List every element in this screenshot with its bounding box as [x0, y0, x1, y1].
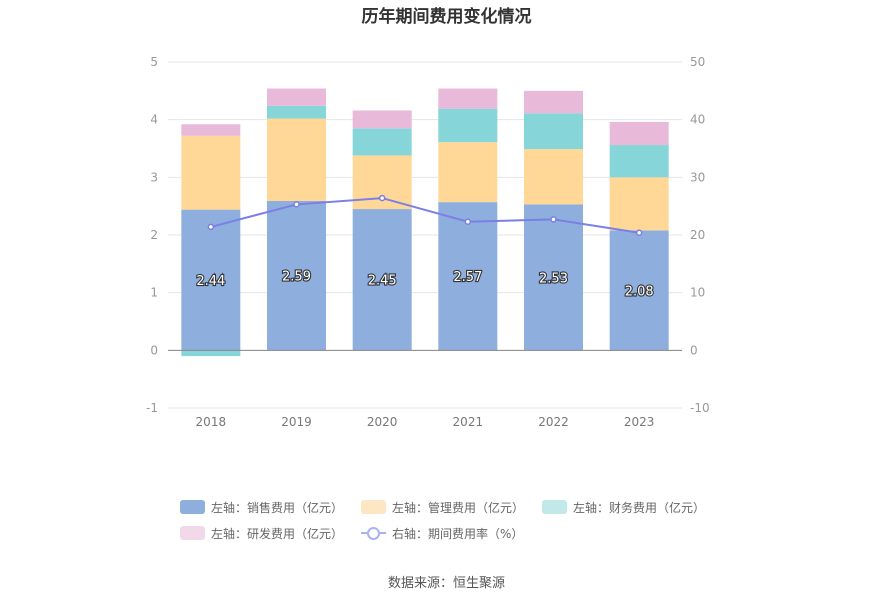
data-label: 2.57 — [453, 270, 482, 285]
legend-label-admin: 左轴：管理费用（亿元） — [392, 500, 525, 515]
bar-segment — [181, 209, 241, 351]
bar-segment — [609, 230, 669, 351]
y-tick-label: 4 — [150, 113, 158, 127]
x-tick-label: 2021 — [453, 415, 484, 429]
bar-segment — [609, 121, 669, 146]
y-tick-label: -1 — [146, 401, 158, 415]
chart-plot-area: -1 -10 0 0 1 10 2 20 3 30 4 40 5 50 2018 2019 2020 2021 20… — [146, 55, 710, 429]
chart-legend: 左轴：销售费用（亿元） 左轴：管理费用（亿元） 左轴：财务费用（亿元） 左轴：研… — [180, 496, 740, 548]
y2-tick-label: 20 — [690, 228, 705, 242]
y2-tick-label: -10 — [690, 401, 710, 415]
rate-point — [635, 229, 643, 236]
x-tick-label: 2020 — [367, 415, 398, 429]
legend-label-sales: 左轴：销售费用（亿元） — [211, 500, 344, 515]
data-label: 2.08 — [625, 284, 654, 299]
bar-segment — [181, 135, 241, 210]
y-tick-label: 1 — [150, 286, 158, 300]
bar-segment — [352, 110, 412, 129]
legend-item-admin[interactable]: 左轴：管理费用（亿元） — [361, 499, 524, 516]
bar-segment — [181, 350, 241, 357]
y-tick-label: 0 — [150, 343, 158, 357]
y2-tick-label: 50 — [690, 55, 705, 69]
y2-tick-label: 10 — [690, 286, 705, 300]
data-source: 数据来源：恒生聚源 — [387, 576, 505, 591]
bar-segment — [267, 118, 326, 201]
rate-point — [293, 201, 300, 208]
chart-title: 历年期间费用变化情况 — [361, 7, 532, 27]
legend-swatch-rd — [180, 526, 205, 540]
rate-point — [550, 216, 557, 223]
x-tick-label: 2022 — [538, 415, 569, 429]
bar-segment — [438, 202, 498, 351]
legend-swatch-admin — [361, 500, 387, 514]
rate-line — [210, 197, 640, 234]
bar-segment — [267, 88, 326, 106]
legend-swatch-sales — [180, 500, 205, 514]
y-tick-label: 3 — [150, 170, 158, 184]
bar-segment — [352, 128, 412, 156]
legend-label-rate: 右轴：期间费用率（%） — [392, 526, 524, 541]
data-label: 2.45 — [368, 274, 397, 289]
bar-segment — [267, 200, 326, 351]
bar-segment — [609, 145, 669, 178]
legend-label-finance: 左轴：财务费用（亿元） — [573, 500, 706, 515]
rate-point — [464, 218, 472, 225]
legend-item-rd[interactable]: 左轴：研发费用（亿元） — [180, 525, 343, 542]
bar-segment — [267, 105, 326, 119]
legend-swatch-finance — [542, 500, 568, 514]
bar-segment — [438, 142, 498, 203]
y2-tick-label: 0 — [690, 343, 698, 357]
y2-tick-label: 40 — [690, 113, 705, 127]
y-tick-label: 2 — [150, 228, 158, 242]
data-label: 2.44 — [196, 274, 225, 289]
bar-segment — [181, 124, 241, 136]
bar-segment — [524, 204, 583, 351]
rate-point — [378, 194, 386, 202]
legend-item-sales[interactable]: 左轴：销售费用（亿元） — [180, 499, 343, 516]
y2-tick-label: 30 — [690, 170, 705, 184]
data-label: 2.59 — [282, 270, 311, 285]
bar-segment — [524, 113, 583, 150]
bar-segment — [524, 90, 583, 114]
x-tick-label: 2019 — [281, 415, 312, 429]
bar-segment — [352, 209, 412, 351]
bar-segment — [438, 108, 498, 143]
legend-item-rate[interactable]: 右轴：期间费用率（%） — [361, 525, 523, 542]
y-tick-label: 5 — [150, 55, 158, 69]
x-tick-label: 2023 — [624, 415, 655, 429]
bar-segment — [524, 149, 583, 205]
x-tick-label: 2018 — [196, 415, 227, 429]
bar-segment — [609, 177, 669, 231]
legend-item-finance[interactable]: 左轴：财务费用（亿元） — [542, 499, 705, 516]
rate-point — [207, 223, 215, 231]
legend-label-rd: 左轴：研发费用（亿元） — [211, 526, 344, 541]
legend-swatch-rate — [361, 526, 387, 540]
data-label: 2.53 — [539, 271, 568, 286]
bar-segment — [438, 88, 498, 109]
